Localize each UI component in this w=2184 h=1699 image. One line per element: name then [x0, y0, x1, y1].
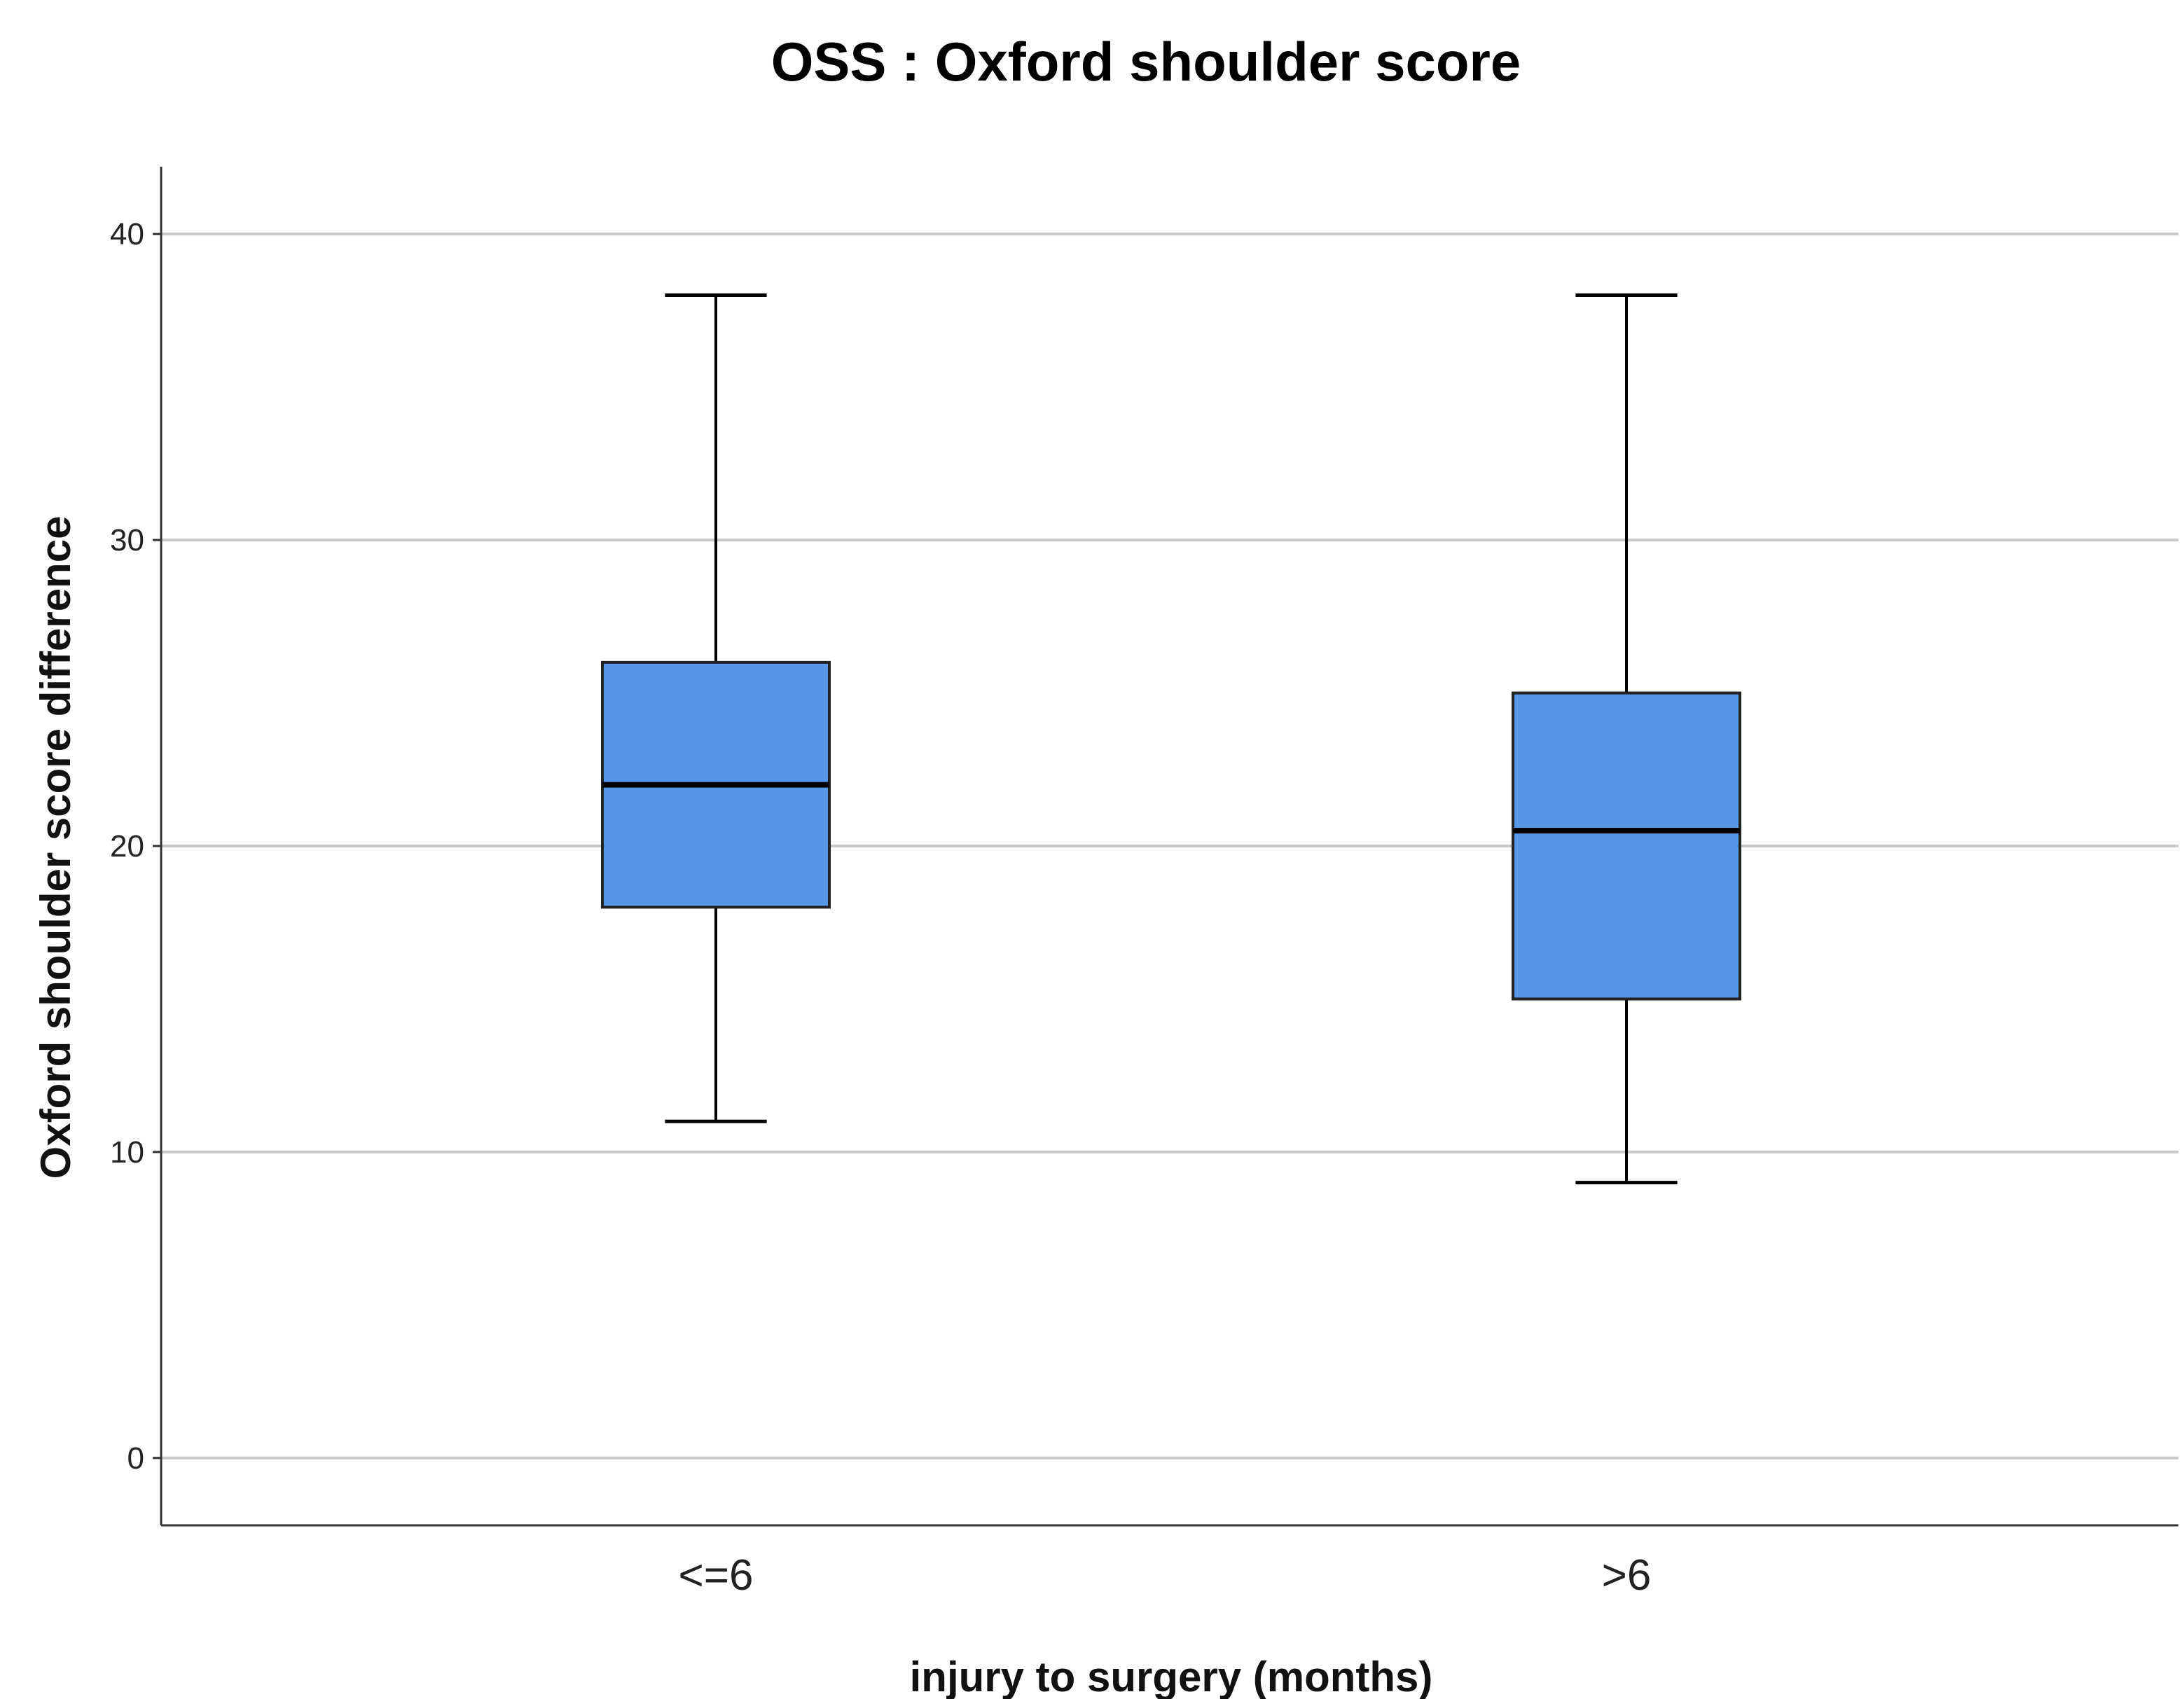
box-2: [1512, 293, 1741, 1185]
y-axis-title: Oxford shoulder score difference: [32, 516, 79, 1179]
x-axis-title: injury to surgery (months): [910, 1653, 1433, 1699]
x-category-label-2: >6: [1602, 1551, 1652, 1600]
y-tick-label-10: 10: [110, 1135, 144, 1170]
y-tick-labels: 0 10 20 30 40: [110, 217, 161, 1476]
grid-lines: [161, 233, 2178, 1459]
boxes: [601, 293, 1741, 1185]
x-category-labels: <=6 >6: [679, 1551, 1652, 1600]
chart-title: OSS : Oxford shoulder score: [771, 31, 1521, 92]
x-category-label-1: <=6: [679, 1551, 754, 1600]
y-tick-label-30: 30: [110, 523, 144, 557]
y-tick-label-40: 40: [110, 217, 144, 251]
interquartile-box: [1512, 691, 1741, 1001]
y-tick-label-0: 0: [127, 1441, 144, 1476]
box-1: [601, 293, 831, 1123]
y-tick-label-20: 20: [110, 829, 144, 864]
